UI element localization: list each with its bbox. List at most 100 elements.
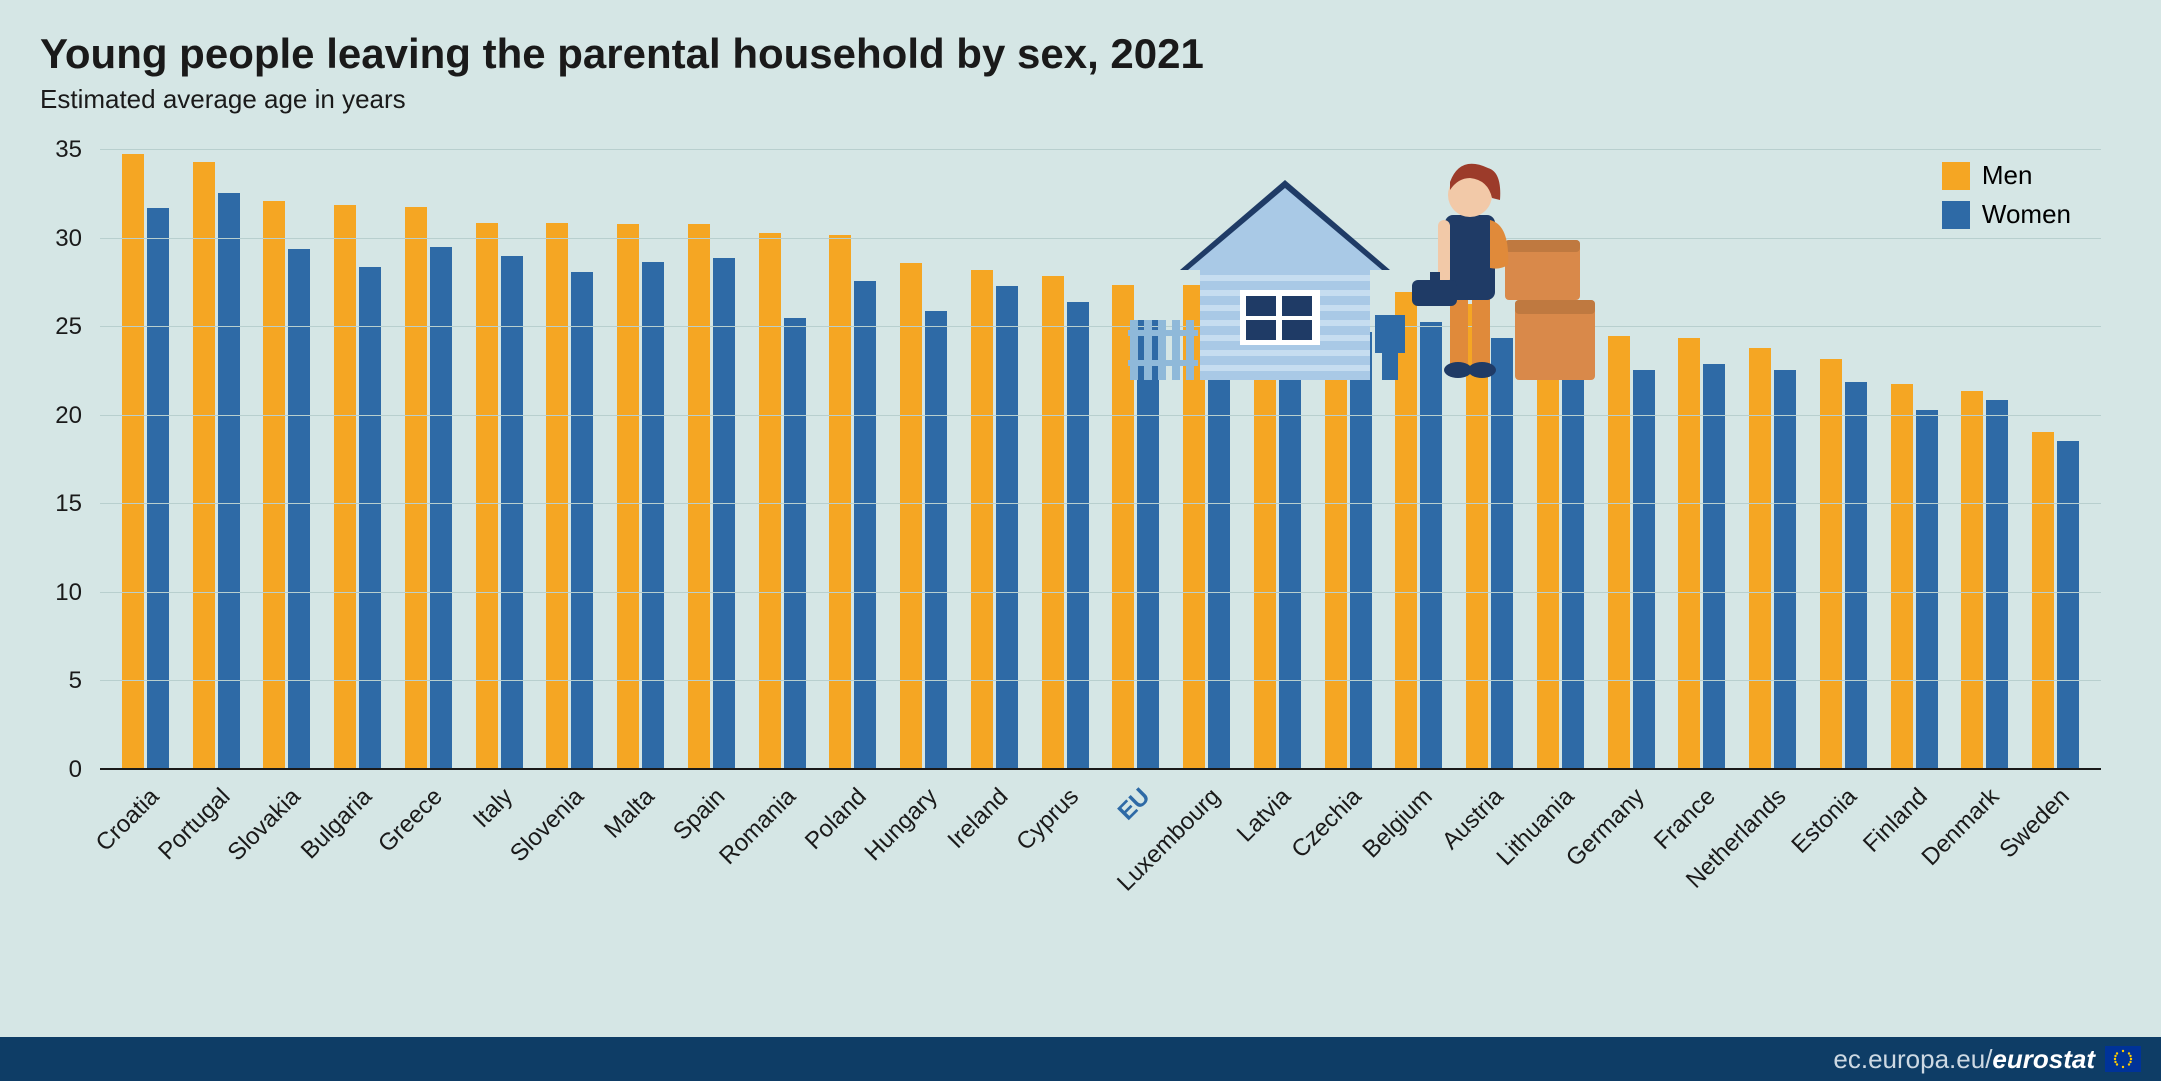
bar-group (2020, 150, 2091, 770)
bar-men (617, 224, 639, 770)
bar-group (535, 150, 606, 770)
bar-group (818, 150, 889, 770)
chart-subtitle: Estimated average age in years (40, 84, 2121, 115)
illustration (1120, 120, 1600, 380)
y-tick: 15 (37, 490, 82, 518)
bar-group (1808, 150, 1879, 770)
bar-men (1891, 384, 1913, 770)
x-label-text: Slovakia (223, 783, 307, 867)
y-tick: 35 (37, 136, 82, 164)
x-label-text: Hungary (859, 783, 943, 867)
bar-men (405, 207, 427, 770)
bar-group (1596, 150, 1667, 770)
gridline (100, 238, 2101, 239)
bar-men (1042, 276, 1064, 770)
boxes-icon (1505, 240, 1595, 380)
x-baseline (100, 768, 2101, 770)
bars-region (100, 150, 2101, 770)
bar-women (1703, 364, 1725, 770)
bar-group (181, 150, 252, 770)
bar-men (2032, 432, 2054, 770)
bar-men (1678, 338, 1700, 770)
y-tick: 20 (37, 402, 82, 430)
bar-women (1491, 338, 1513, 770)
x-label-text: Estonia (1787, 783, 1863, 859)
bar-women (218, 193, 240, 770)
bar-group (959, 150, 1030, 770)
bar-women (854, 281, 876, 770)
bar-women (713, 258, 735, 770)
gridline (100, 592, 2101, 593)
gridline (100, 680, 2101, 681)
bar-group (747, 150, 818, 770)
illustration-svg (1120, 120, 1600, 380)
chart-title: Young people leaving the parental househ… (40, 30, 2121, 78)
bar-men (263, 201, 285, 770)
bar-women (1845, 382, 1867, 770)
bar-group (322, 150, 393, 770)
bar-group (1030, 150, 1101, 770)
bar-women (642, 262, 664, 770)
x-label-text: Sweden (1994, 783, 2075, 864)
bar-women (1420, 322, 1442, 770)
x-label-text: Malta (599, 783, 660, 844)
bar-men (971, 270, 993, 770)
mailbox-icon (1375, 315, 1405, 380)
bar-men (1820, 359, 1842, 770)
x-label-text: EU (1112, 783, 1155, 826)
person-icon (1412, 164, 1508, 378)
bar-women (996, 286, 1018, 770)
bar-group (252, 150, 323, 770)
bar-men (1749, 348, 1771, 770)
x-label-text: Belgium (1358, 783, 1439, 864)
x-label-text: Romania (714, 783, 802, 871)
bar-women (1986, 400, 2008, 770)
bar-women (1279, 313, 1301, 770)
bar-men (759, 233, 781, 770)
gridline (100, 326, 2101, 327)
y-tick: 10 (37, 579, 82, 607)
y-tick: 30 (37, 225, 82, 253)
x-label-text: Greece (373, 783, 448, 858)
bar-women (501, 256, 523, 770)
house-icon (1180, 180, 1390, 380)
bar-women (1137, 320, 1159, 770)
eu-flag-icon (2105, 1046, 2141, 1072)
y-tick: 25 (37, 313, 82, 341)
bar-group (605, 150, 676, 770)
bar-group (393, 150, 464, 770)
x-label-text: Ireland (942, 783, 1014, 855)
x-label-text: Portugal (153, 783, 236, 866)
x-label-text: Bulgaria (295, 783, 377, 865)
chart-container: Young people leaving the parental househ… (40, 30, 2121, 1021)
gridline (100, 415, 2101, 416)
bar-men (334, 205, 356, 770)
bar-men (193, 162, 215, 770)
bar-group (1950, 150, 2021, 770)
bar-women (571, 272, 593, 770)
bar-men (688, 224, 710, 770)
x-label-text: Spain (668, 783, 731, 846)
bar-women (784, 318, 806, 770)
bar-women (925, 311, 947, 770)
fence-icon (1128, 320, 1198, 380)
bar-men (900, 263, 922, 770)
y-tick: 5 (37, 667, 82, 695)
y-axis: 05101520253035 (40, 150, 90, 770)
bar-men (476, 223, 498, 770)
bar-men (1608, 336, 1630, 770)
gridline (100, 503, 2101, 504)
bar-women (288, 249, 310, 770)
x-label-text: Italy (468, 783, 519, 834)
bar-group (888, 150, 959, 770)
bar-men (1961, 391, 1983, 770)
bar-group (1737, 150, 1808, 770)
bar-women (1350, 332, 1372, 770)
footer: ec.europa.eu/eurostat (0, 1037, 2161, 1081)
x-label-text: Cyprus (1011, 783, 1085, 857)
bar-group (1667, 150, 1738, 770)
x-label-text: Slovenia (505, 783, 590, 868)
bar-women (1562, 343, 1584, 770)
footer-url-light: ec.europa.eu/ (1833, 1044, 1992, 1075)
bar-women (147, 208, 169, 770)
